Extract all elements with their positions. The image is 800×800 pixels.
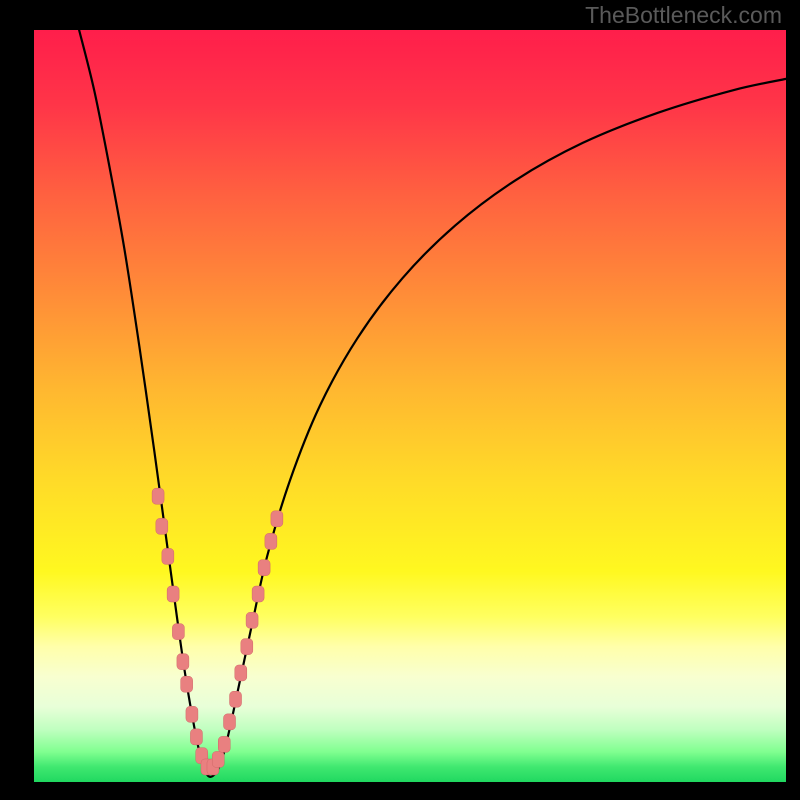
chart-container: TheBottleneck.com — [0, 0, 800, 800]
data-marker — [212, 751, 224, 767]
data-marker — [241, 639, 253, 655]
data-marker — [167, 586, 179, 602]
plot-background — [34, 30, 786, 782]
data-marker — [235, 665, 247, 681]
data-marker — [172, 624, 184, 640]
data-marker — [156, 518, 168, 534]
data-marker — [252, 586, 264, 602]
bottleneck-chart — [0, 0, 800, 800]
data-marker — [246, 612, 258, 628]
data-marker — [230, 691, 242, 707]
data-marker — [190, 729, 202, 745]
data-marker — [258, 560, 270, 576]
data-marker — [177, 654, 189, 670]
data-marker — [152, 488, 164, 504]
data-marker — [181, 676, 193, 692]
data-marker — [218, 736, 230, 752]
data-marker — [271, 511, 283, 527]
data-marker — [224, 714, 236, 730]
data-marker — [265, 533, 277, 549]
data-marker — [162, 548, 174, 564]
watermark-text: TheBottleneck.com — [585, 2, 782, 29]
data-marker — [186, 706, 198, 722]
